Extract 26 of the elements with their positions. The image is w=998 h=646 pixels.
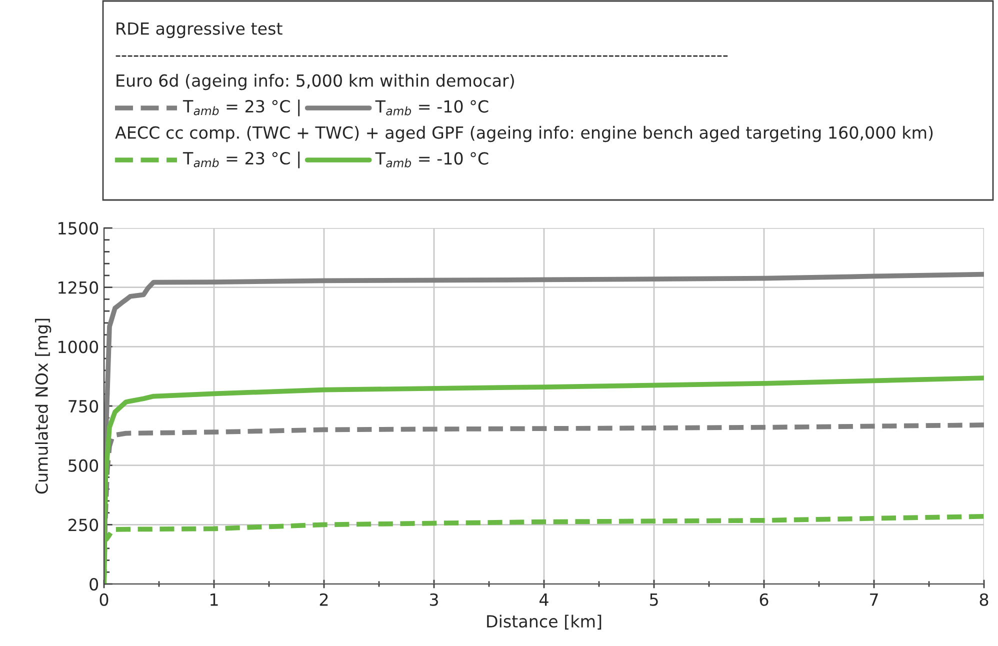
x-tick-label: 5 xyxy=(650,594,658,606)
y-tick-label: 1500 xyxy=(58,222,98,235)
y-tick-label: 500 xyxy=(68,459,98,472)
legend-label: T$_{amb}$ = -10 °C xyxy=(375,152,488,168)
x-tick-label: 6 xyxy=(760,593,768,606)
x-tick-label: 1 xyxy=(210,594,218,606)
legend-label: T$_{amb}$ = -10 °C xyxy=(375,100,488,116)
y-axis-title: Cumulated NOx [mg] xyxy=(35,318,52,494)
x-tick-label: 7 xyxy=(870,594,878,606)
text: AECC cc comp. (TWC + TWC) + aged GPF (ageing info: engine bench aged targeting 160,000 km) xyxy=(115,126,933,142)
y-tick-label: 1000 xyxy=(58,340,98,354)
x-axis-title: Distance [km] xyxy=(487,614,602,630)
x-tick-label: 4 xyxy=(540,594,548,606)
y-tick-label: 1250 xyxy=(58,281,98,294)
x-tick-label: 2 xyxy=(320,593,328,606)
text: ------------------------------------------------------------------------------------------------------ xyxy=(116,55,728,57)
legend-title: RDE aggressive test xyxy=(116,22,282,38)
legend-label: T$_{amb}$ = 23 °C | xyxy=(182,100,300,116)
x-tick-label: 3 xyxy=(430,593,438,606)
y-tick-label: 0 xyxy=(90,578,98,591)
x-tick-label: 8 xyxy=(980,593,988,606)
y-tick-label: 750 xyxy=(68,400,98,413)
y-tick-label: 250 xyxy=(68,518,98,532)
text: Euro 6d (ageing info: 5,000 km within democar) xyxy=(116,74,514,90)
legend-label: T$_{amb}$ = 23 °C | xyxy=(182,152,300,168)
x-tick-label: 0 xyxy=(100,593,108,606)
